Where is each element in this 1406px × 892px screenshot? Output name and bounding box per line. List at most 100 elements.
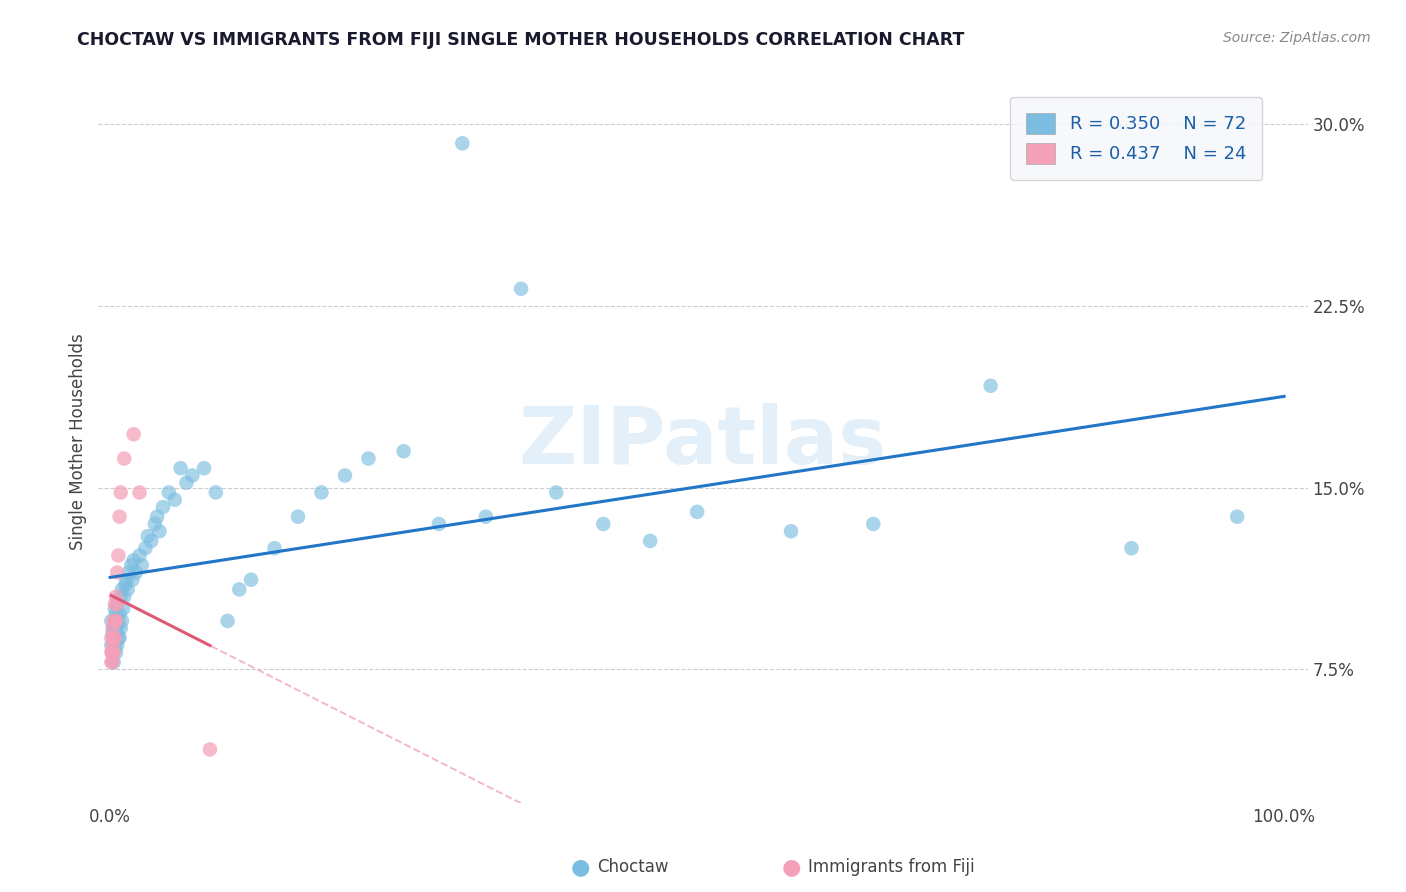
Point	[105, 621, 128, 635]
Point	[103, 655, 125, 669]
Point	[134, 541, 156, 556]
Point	[131, 558, 153, 573]
Point	[1121, 541, 1143, 556]
Point	[240, 573, 263, 587]
Point	[107, 614, 129, 628]
Point	[105, 645, 128, 659]
Point	[104, 614, 127, 628]
Point	[100, 631, 122, 645]
Point	[104, 597, 127, 611]
Point	[108, 631, 131, 645]
Point	[104, 619, 127, 633]
Point	[980, 378, 1002, 392]
Point	[100, 638, 122, 652]
Point	[105, 590, 128, 604]
Point	[263, 541, 285, 556]
Point	[176, 475, 198, 490]
Point	[181, 468, 204, 483]
Point	[427, 516, 450, 531]
Text: Source: ZipAtlas.com: Source: ZipAtlas.com	[1223, 31, 1371, 45]
Point	[143, 516, 166, 531]
Point	[104, 631, 127, 645]
Point	[157, 485, 180, 500]
Point	[114, 577, 136, 591]
Point	[333, 468, 356, 483]
Point	[638, 533, 661, 548]
Point	[103, 621, 125, 635]
Point	[111, 582, 134, 597]
Point	[105, 597, 128, 611]
Point	[121, 573, 143, 587]
Text: ●: ●	[782, 857, 801, 877]
Point	[686, 505, 709, 519]
Point	[103, 645, 125, 659]
Point	[228, 582, 250, 597]
Text: ZIPatlas: ZIPatlas	[519, 402, 887, 481]
Point	[104, 638, 127, 652]
Point	[104, 602, 127, 616]
Point	[148, 524, 170, 539]
Point	[112, 602, 135, 616]
Point	[118, 566, 141, 580]
Point	[103, 631, 125, 645]
Point	[110, 621, 132, 635]
Point	[217, 614, 239, 628]
Point	[120, 558, 142, 573]
Point	[141, 533, 163, 548]
Text: ●: ●	[571, 857, 591, 877]
Point	[546, 485, 568, 500]
Y-axis label: Single Mother Households: Single Mother Households	[69, 334, 87, 549]
Point	[198, 742, 221, 756]
Point	[101, 638, 124, 652]
Point	[100, 614, 122, 628]
Point	[108, 509, 131, 524]
Point	[451, 136, 474, 151]
Point	[112, 590, 135, 604]
Point	[357, 451, 380, 466]
Point	[146, 509, 169, 524]
Point	[107, 631, 129, 645]
Point	[122, 553, 145, 567]
Point	[163, 492, 186, 507]
Point	[101, 645, 124, 659]
Point	[125, 566, 148, 580]
Point	[311, 485, 333, 500]
Point	[112, 451, 135, 466]
Point	[108, 607, 131, 621]
Point	[117, 582, 139, 597]
Point	[152, 500, 174, 514]
Point	[1226, 509, 1249, 524]
Point	[122, 427, 145, 442]
Point	[475, 509, 498, 524]
Point	[107, 549, 129, 563]
Point	[105, 607, 128, 621]
Point	[392, 444, 415, 458]
Point	[101, 621, 124, 635]
Point	[110, 590, 132, 604]
Point	[128, 485, 150, 500]
Point	[103, 614, 125, 628]
Point	[101, 626, 124, 640]
Point	[100, 655, 122, 669]
Point	[128, 549, 150, 563]
Point	[110, 485, 132, 500]
Point	[111, 614, 134, 628]
Text: CHOCTAW VS IMMIGRANTS FROM FIJI SINGLE MOTHER HOUSEHOLDS CORRELATION CHART: CHOCTAW VS IMMIGRANTS FROM FIJI SINGLE M…	[77, 31, 965, 49]
Point	[100, 645, 122, 659]
Point	[780, 524, 803, 539]
Point	[101, 645, 124, 659]
Text: Choctaw: Choctaw	[598, 858, 669, 876]
Point	[287, 509, 309, 524]
Point	[862, 516, 884, 531]
Point	[103, 631, 125, 645]
Point	[105, 638, 128, 652]
Point	[105, 566, 128, 580]
Point	[115, 573, 138, 587]
Point	[136, 529, 159, 543]
Legend: R = 0.350    N = 72, R = 0.437    N = 24: R = 0.350 N = 72, R = 0.437 N = 24	[1010, 96, 1263, 180]
Point	[193, 461, 215, 475]
Text: Immigrants from Fiji: Immigrants from Fiji	[808, 858, 976, 876]
Point	[105, 626, 128, 640]
Point	[510, 282, 533, 296]
Point	[204, 485, 226, 500]
